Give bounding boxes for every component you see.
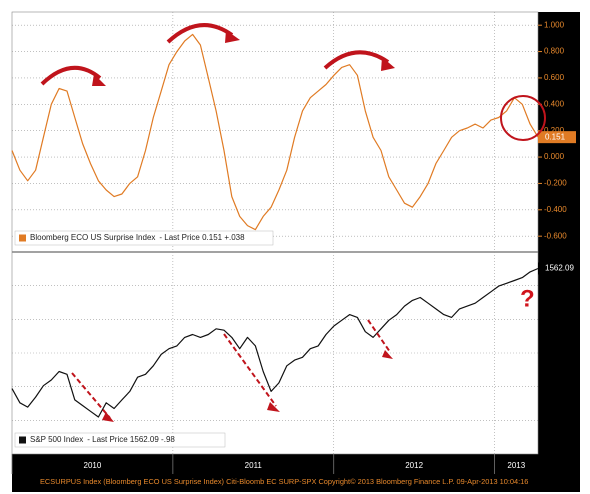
y-tick-label: 0.800 xyxy=(544,47,565,56)
dashed-arrow xyxy=(71,372,111,419)
last-price-label: 1562.09 xyxy=(545,264,574,273)
legend-swatch xyxy=(19,234,26,242)
series-line xyxy=(11,33,539,231)
dashed-arrow xyxy=(367,319,391,353)
last-price-tag xyxy=(538,131,576,144)
last-price-label: 0.151 xyxy=(545,132,566,141)
annotations: ? xyxy=(40,23,546,422)
bottom-axis-strip xyxy=(12,454,580,492)
last-price-tag xyxy=(538,262,576,275)
x-tick-label: 2012 xyxy=(405,461,423,470)
legend-detail: - Last Price 1562.09 -.98 xyxy=(87,435,175,444)
dashed-arrow xyxy=(223,333,277,407)
legend-box xyxy=(14,432,226,448)
right-axis-strip xyxy=(538,12,580,454)
x-tick-label: 2011 xyxy=(245,461,263,470)
y-tick-label: 1.000 xyxy=(544,20,565,29)
arrow-arc xyxy=(166,23,234,44)
x-tick-label: 2013 xyxy=(507,461,525,470)
arrow-head xyxy=(225,30,240,43)
arrow-head xyxy=(92,74,106,86)
question-mark: ? xyxy=(520,285,535,312)
x-tick-label: 2010 xyxy=(84,461,102,470)
arrow-arc xyxy=(323,50,390,70)
y-tick-label: 0.000 xyxy=(544,152,565,161)
footer: ECSURPUS Index (Bloomberg ECO US Surpris… xyxy=(40,477,528,486)
arrow-head xyxy=(381,57,395,71)
plot-frame xyxy=(11,11,539,455)
arrow-heads xyxy=(102,350,393,422)
y-tick-label: -0.400 xyxy=(544,205,567,214)
y-tick-label: 0.400 xyxy=(544,99,565,108)
trend-arrows xyxy=(71,319,391,419)
y-tick-label: 0.200 xyxy=(544,126,565,135)
y-tick-label: -0.200 xyxy=(544,179,567,188)
series-line xyxy=(11,267,539,418)
legend-name: Bloomberg ECO US Surprise Index xyxy=(30,233,155,242)
arrow-arc xyxy=(40,65,102,86)
y-tick-label: 0.600 xyxy=(544,73,565,82)
highlight-circle xyxy=(500,95,546,141)
legend-swatch xyxy=(19,436,26,444)
legend-box xyxy=(14,230,274,246)
y-tick-label: -0.600 xyxy=(544,231,567,240)
legend-detail: - Last Price 0.151 +.038 xyxy=(159,233,245,242)
legend-name: S&P 500 Index xyxy=(30,435,83,444)
